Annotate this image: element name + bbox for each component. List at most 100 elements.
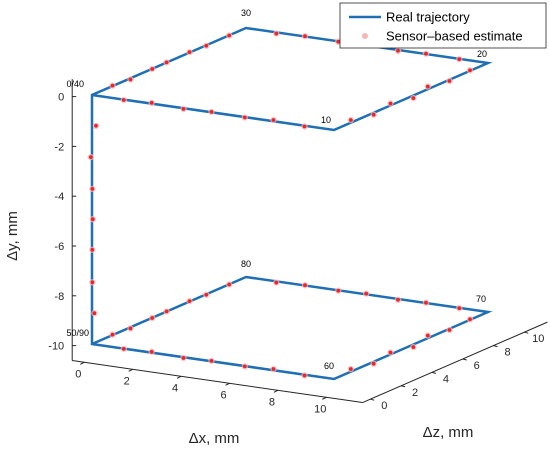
- estimate-marker: [149, 349, 154, 354]
- estimate-marker: [371, 361, 376, 366]
- estimate-point: [91, 310, 98, 317]
- estimate-marker: [364, 291, 369, 296]
- estimate-point: [149, 314, 156, 322]
- estimate-point: [270, 116, 277, 124]
- estimate-point: [387, 100, 394, 107]
- estimate-point: [446, 326, 453, 334]
- x-axis-line: [72, 360, 363, 404]
- y-axis-title: Δy, mm: [4, 211, 21, 261]
- x-tick-mark: [225, 382, 230, 386]
- estimate-point: [301, 33, 309, 40]
- estimate-marker: [336, 288, 341, 293]
- estimate-marker: [227, 33, 232, 38]
- estimate-marker: [209, 359, 214, 363]
- estimate-point: [410, 343, 417, 351]
- estimate-marker: [447, 328, 452, 332]
- estimate-marker: [303, 283, 307, 288]
- estimate-marker: [274, 31, 279, 36]
- estimate-marker: [90, 280, 95, 285]
- estimate-point: [180, 354, 187, 362]
- estimate-point: [456, 56, 463, 63]
- estimate-point: [335, 287, 342, 294]
- estimate-marker: [128, 77, 133, 82]
- estimate-point: [226, 32, 233, 39]
- estimate-marker: [164, 309, 169, 314]
- estimate-point: [89, 246, 96, 253]
- x-tick-label: 6: [220, 389, 226, 401]
- estimate-marker: [164, 60, 169, 65]
- estimate-marker: [424, 300, 428, 305]
- estimate-marker: [110, 332, 115, 337]
- estimate-marker: [227, 282, 232, 287]
- estimate-marker: [348, 367, 353, 371]
- estimate-marker: [110, 83, 115, 88]
- estimate-marker: [411, 96, 416, 100]
- estimate-marker: [121, 98, 126, 102]
- estimate-marker: [388, 350, 393, 355]
- z-tick-label: 4: [443, 373, 449, 385]
- estimate-marker: [396, 48, 400, 53]
- z-tick-mark: [400, 385, 406, 388]
- series-layer: [87, 26, 493, 381]
- z-tick-label: 0: [381, 400, 387, 412]
- estimate-point: [186, 297, 193, 305]
- estimate-marker: [181, 356, 186, 360]
- estimate-marker: [457, 306, 462, 311]
- annotation-label: 70: [476, 294, 486, 304]
- estimate-marker: [303, 34, 307, 39]
- estimate-point: [446, 77, 453, 85]
- estimate-marker: [242, 364, 247, 369]
- estimate-point: [226, 281, 233, 288]
- estimate-point: [149, 65, 156, 73]
- z-tick-label: 2: [412, 387, 418, 399]
- estimate-marker: [411, 345, 416, 349]
- estimate-point: [148, 348, 155, 355]
- y-tick-label: 0: [58, 92, 64, 104]
- estimate-point: [208, 357, 215, 365]
- z-tick-mark: [462, 358, 467, 361]
- estimate-marker: [209, 110, 214, 114]
- estimate-marker: [425, 84, 430, 89]
- x-tick-mark: [322, 396, 327, 400]
- estimate-point: [203, 291, 210, 298]
- annotation-label: 0/40: [66, 79, 84, 89]
- annotation-label: 50/90: [66, 328, 89, 338]
- estimate-marker: [371, 112, 376, 117]
- x-tick-label: 2: [124, 375, 130, 387]
- z-tick-mark: [493, 345, 498, 348]
- estimate-point: [163, 59, 170, 66]
- estimate-point: [466, 67, 474, 74]
- estimate-marker: [121, 347, 126, 351]
- x-tick-mark: [273, 389, 279, 393]
- estimate-point: [301, 372, 308, 379]
- z-tick-label: 10: [532, 333, 544, 345]
- estimate-point: [92, 122, 100, 129]
- estimate-point: [109, 82, 116, 89]
- estimate-marker: [468, 68, 472, 73]
- estimate-point: [301, 282, 309, 289]
- estimate-point: [180, 105, 187, 113]
- estimate-point: [203, 42, 210, 49]
- estimate-marker: [88, 155, 93, 160]
- legend-marker-swatch: [362, 33, 368, 39]
- estimate-point: [89, 185, 96, 193]
- x-tick-mark: [176, 375, 182, 379]
- estimate-point: [370, 111, 377, 118]
- estimate-marker: [128, 326, 133, 331]
- estimate-point: [301, 123, 308, 130]
- estimate-marker: [388, 101, 393, 106]
- estimate-marker: [187, 299, 192, 303]
- estimate-marker: [271, 118, 276, 122]
- legend-box: [339, 2, 547, 49]
- estimate-point: [394, 47, 402, 54]
- estimate-point: [120, 96, 128, 104]
- y-tick-label: -8: [54, 291, 64, 303]
- y-tick-label: -10: [48, 341, 64, 353]
- estimate-point: [466, 316, 474, 323]
- x-tick-label: 4: [172, 382, 178, 394]
- estimate-point: [89, 279, 96, 286]
- y-tick-label: -6: [54, 241, 64, 253]
- z-tick-label: 6: [474, 360, 480, 372]
